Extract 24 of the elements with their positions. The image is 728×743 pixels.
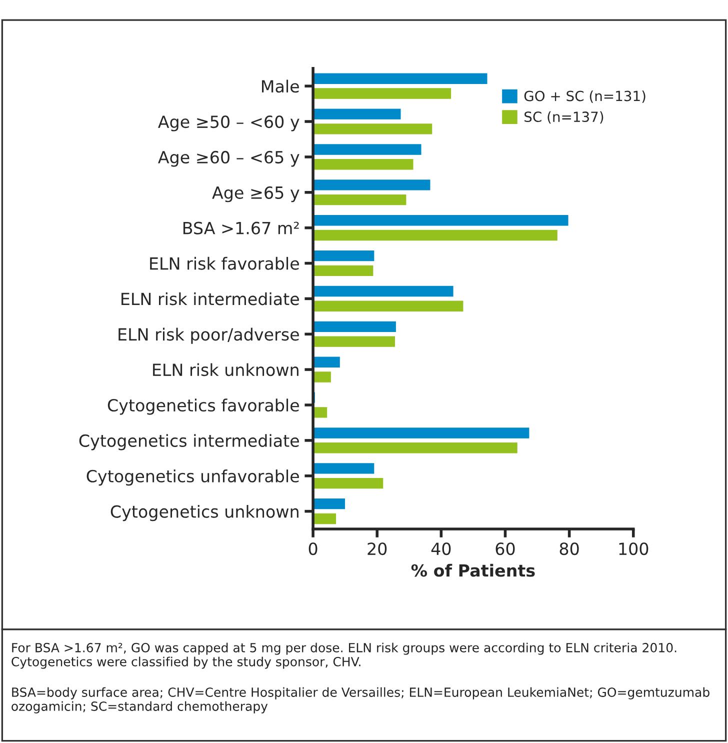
y-tick-label: ELN risk intermediate [122, 292, 299, 306]
y-tick-label: ELN risk unknown [153, 363, 298, 376]
text: For BSA >1.67 m², GO was capped at 5 mg per dose. ELN risk groups were according to ELN criteria 2010. Cytogenetics were classified by the study sponsor, CHV. [12, 642, 676, 669]
x-tick-label: 60 [496, 542, 515, 556]
x-axis-title: % of Patients [411, 564, 535, 577]
legend-label: GO + SC (n=131) [524, 90, 646, 103]
y-tick-label: Cytogenetics unknown [110, 504, 298, 522]
x-tick-label: 100 [619, 542, 648, 556]
y-tick-label: Cytogenetics favorable [108, 398, 299, 415]
x-tick-label: 40 [431, 542, 451, 556]
y-tick-label: Age ≥50 – <60 y [158, 115, 300, 132]
y-tick-label: Age ≥65 y [212, 186, 300, 202]
x-tick-label: 20 [368, 542, 387, 556]
y-tick-label: Age ≥60 – <65 y [158, 150, 300, 167]
y-tick-label: Cytogenetics unfavorable [86, 470, 299, 486]
y-tick-label: ELN risk favorable [150, 256, 299, 270]
y-tick-label: BSA >1.67 m² [183, 222, 299, 234]
x-tick-label: 80 [560, 542, 579, 556]
y-tick-label: Male [262, 80, 299, 93]
y-tick-label: ELN risk poor/adverse [118, 328, 299, 344]
y-tick-label: Cytogenetics intermediate [79, 434, 299, 450]
text: BSA=body surface area; CHV=Centre Hospitalier de Versailles; ELN=European LeukemiaNet; GO=gemtuzumab ozogamicin; SC=standard chemotherapy [12, 687, 710, 714]
x-tick-label: 0 [308, 542, 318, 556]
legend-label: SC (n=137) [524, 111, 604, 124]
